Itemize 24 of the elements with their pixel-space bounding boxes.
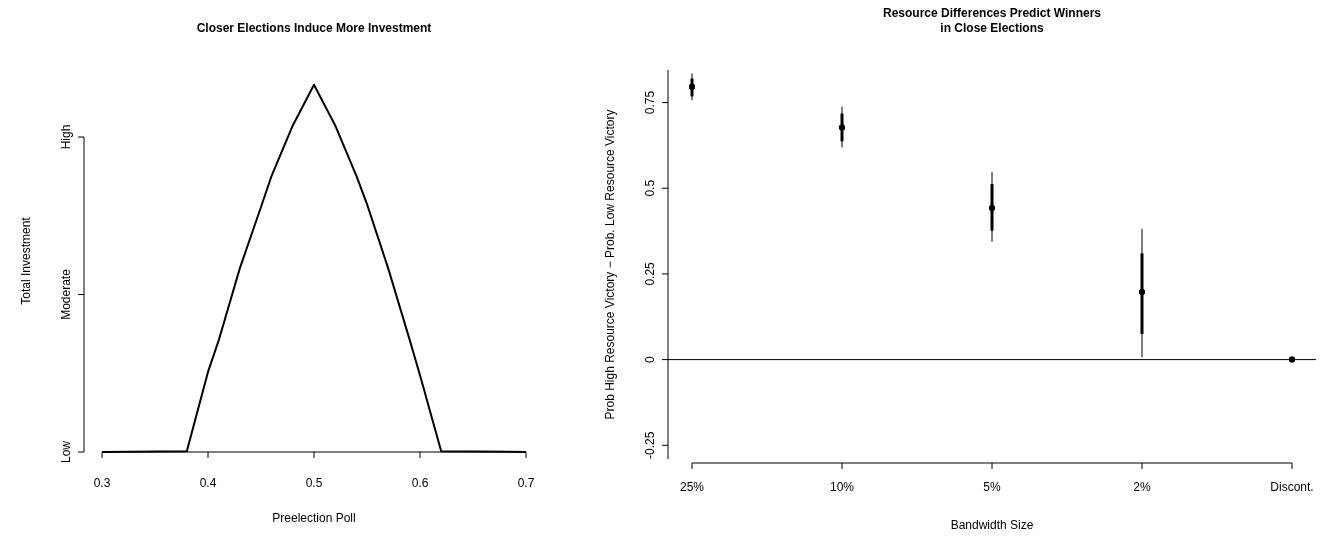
text: High — [59, 124, 73, 150]
x-tick-label: 0.6 — [411, 476, 429, 490]
x-tick-label: 5% — [983, 480, 1001, 494]
y-axis-title: Total Investment — [19, 216, 33, 305]
x-tick-label: 0.4 — [199, 476, 217, 490]
text: Moderate — [59, 268, 73, 320]
chart-title: Closer Elections Induce More Investment — [196, 21, 432, 35]
y-tick-label: 0.5 — [643, 179, 657, 197]
x-axis-title: Preelection Poll — [272, 511, 356, 525]
x-tick-label: 0.7 — [517, 476, 535, 490]
y-tick-label: -0.25 — [643, 431, 657, 459]
x-tick-label: 0.3 — [93, 476, 111, 490]
text: Low — [59, 440, 73, 464]
chart-title: Resource Differences Predict Winners in Close Elections — [883, 6, 1102, 35]
y-tick-label: 0.75 — [643, 90, 657, 115]
x-tick-label: 10% — [829, 480, 855, 494]
y-axis-title: Prob High Resource Victory − Prob. Low Resource Victory — [603, 109, 617, 420]
x-axis-title: Bandwidth Size — [950, 518, 1034, 532]
x-tick-label: 0.5 — [305, 476, 323, 490]
x-tick-label: Discont. — [1270, 480, 1314, 494]
x-tick-label: 25% — [679, 480, 705, 494]
y-tick-label: 0 — [643, 355, 657, 363]
y-tick-label: 0.25 — [643, 261, 657, 286]
x-tick-label: 2% — [1133, 480, 1151, 494]
